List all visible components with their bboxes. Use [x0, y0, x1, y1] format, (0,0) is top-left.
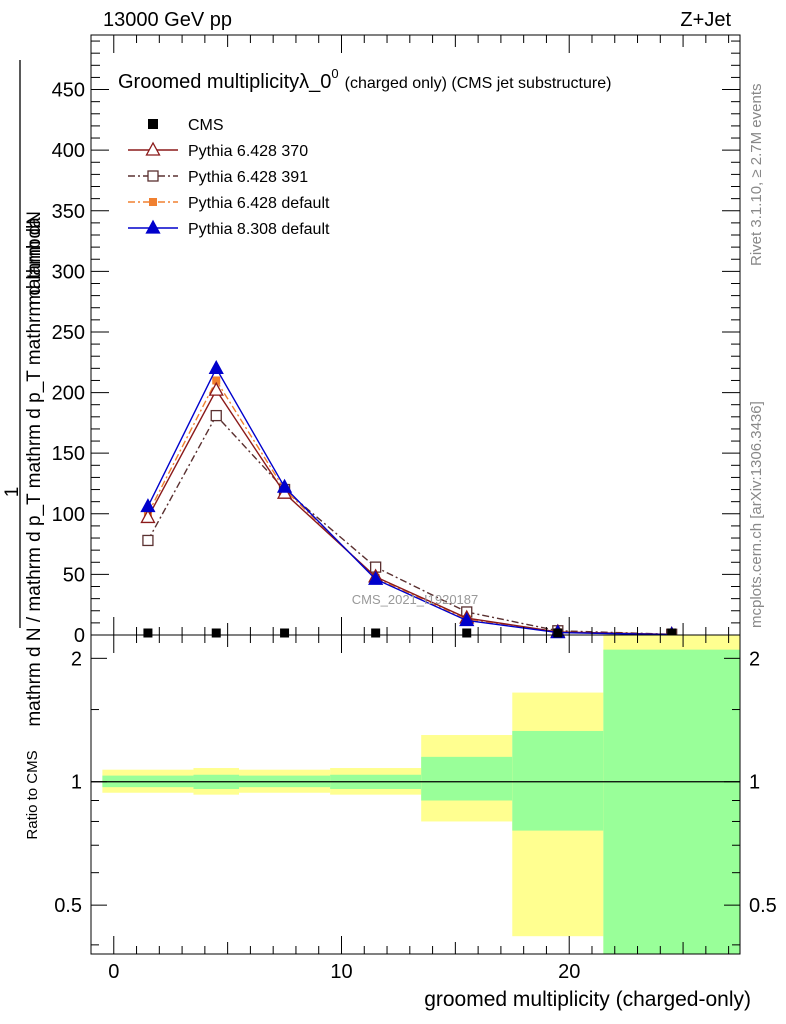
x-tick-label: 10 [330, 961, 352, 983]
legend-label: CMS [188, 117, 224, 134]
main-y-tick-label: 50 [63, 564, 85, 586]
data-point [145, 141, 161, 156]
data-point [371, 628, 381, 638]
data-point [145, 219, 161, 234]
main-panel: 0 50 100 150 200 250 300 350 400 450 Groomed mult… [2, 34, 741, 727]
main-y-axis-label: mathrm dN mathrm d N / mathrm d p_T math… [2, 60, 45, 727]
chart-subtitle: (charged only) (CMS jet substructure) [345, 75, 612, 92]
rivet-label: Rivet 3.1.10, ≥ 2.7M events [748, 84, 765, 267]
ratio-inner-band [512, 730, 604, 831]
legend-item: CMS [148, 117, 224, 134]
ratio-y-tick-label: 1 [71, 772, 82, 794]
data-point [140, 498, 156, 513]
data-point [462, 628, 472, 638]
y-label-prefix: 1 [2, 487, 23, 498]
ratio-x-axis: 0 10 20 [90, 635, 730, 983]
main-y-tick-label: 400 [52, 140, 85, 162]
ratio-y-axis-label: Ratio to CMS [24, 750, 41, 839]
ratio-y-tick-label-right: 1 [749, 772, 760, 794]
main-y-tick-label: 200 [52, 383, 85, 405]
ratio-frame [90, 634, 741, 955]
data-point [553, 628, 563, 638]
main-y-tick-label: 350 [52, 201, 85, 223]
ratio-inner-band [421, 756, 513, 801]
data-point [368, 570, 384, 585]
ratio-panel: 0.5 0.5 1 1 2 2 0 10 20 Ratio to CMS groomed mu… [24, 634, 777, 1011]
ratio-y-axis: 0.5 0.5 1 1 2 2 [54, 648, 777, 946]
chart-title-main: Groomed multiplicityλ_0 [118, 71, 331, 93]
legend-label: Pythia 6.428 370 [188, 143, 308, 160]
ratio-inner-band [603, 649, 740, 954]
data-point [148, 119, 158, 129]
ratio-y-tick-label-right: 0.5 [749, 895, 777, 917]
legend-item: Pythia 8.308 default [128, 219, 330, 238]
main-y-tick-label: 300 [52, 261, 85, 283]
analysis-watermark: CMS_2021_I1920187 [352, 592, 479, 607]
main-x-ticks [90, 35, 730, 635]
data-point [459, 612, 475, 627]
legend-item: Pythia 6.428 default [128, 195, 330, 212]
legend-item: Pythia 6.428 391 [128, 169, 308, 186]
series-cms [143, 628, 677, 638]
main-plot-marks [140, 359, 680, 641]
ratio-y-tick-label: 2 [71, 648, 82, 670]
data-point [208, 381, 224, 396]
legend-label: Pythia 8.308 default [188, 221, 330, 238]
data-point [142, 534, 154, 547]
legend-item: Pythia 6.428 370 [128, 141, 308, 160]
legend-label: Pythia 6.428 391 [188, 169, 308, 186]
data-point [212, 376, 221, 385]
y-label-denominator: mathrm d N / mathrm d p_T mathrm d p_T m… [24, 217, 45, 727]
data-point [276, 478, 293, 493]
x-tick-label: 0 [108, 961, 119, 983]
main-y-tick-label: 100 [52, 504, 85, 526]
mcplots-label: mcplots.cern.ch [arXiv:1306.3436] [748, 401, 765, 628]
data-point [667, 628, 677, 638]
main-y-tick-label: 150 [52, 443, 85, 465]
ratio-bands [91, 635, 740, 954]
data-point [143, 628, 153, 638]
ratio-y-tick-label: 0.5 [54, 895, 82, 917]
process-label: Z+Jet [680, 9, 731, 31]
chart-title: Groomed multiplicityλ_00 (charged only) (… [118, 66, 611, 93]
main-y-tick-label: 0 [74, 625, 85, 647]
data-point [208, 359, 224, 374]
data-point [149, 198, 157, 206]
ratio-y-tick-label-right: 2 [749, 648, 760, 670]
data-point [210, 409, 222, 422]
energy-label: 13000 GeV pp [103, 9, 232, 31]
x-axis-label: groomed multiplicity (charged-only) [424, 988, 751, 1011]
data-point [140, 509, 156, 524]
y-label-numerator: mathrm dN [24, 211, 45, 305]
data-point [211, 628, 221, 638]
x-tick-label: 20 [558, 961, 580, 983]
main-y-tick-label: 450 [52, 80, 85, 102]
chart-title-superscript: 0 [331, 66, 338, 81]
data-point [280, 628, 290, 638]
legend-label: Pythia 6.428 default [188, 195, 330, 212]
main-y-tick-label: 250 [52, 322, 85, 344]
legend: CMS Pythia 6.428 370 Pythia 6.428 391 Pythi… [128, 117, 330, 238]
main-y-axis: 0 50 100 150 200 250 300 350 400 450 [52, 40, 740, 647]
data-point [147, 170, 159, 182]
